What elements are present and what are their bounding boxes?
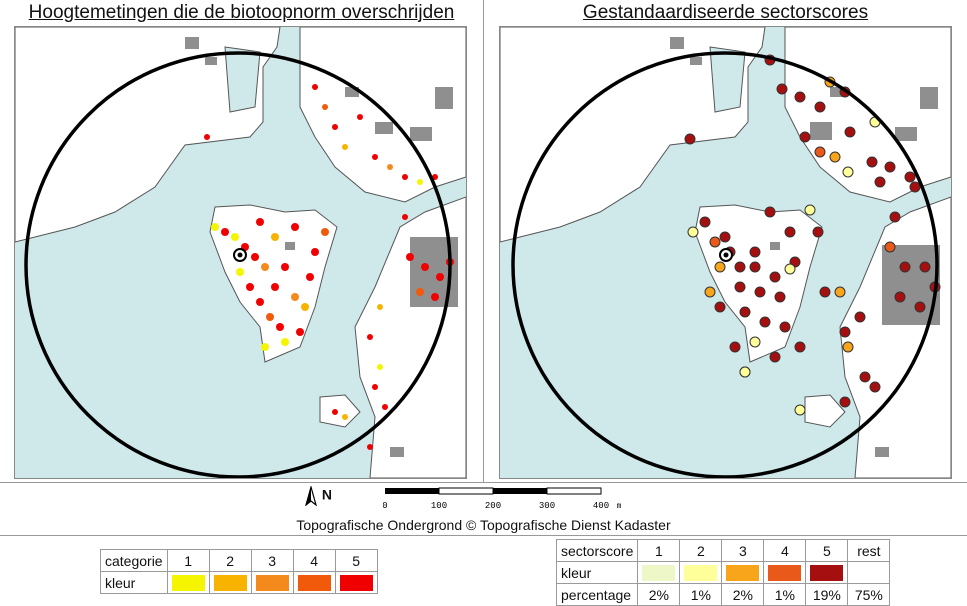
scale-tick-400: 400: [593, 501, 609, 511]
legend-color-label: kleur: [100, 571, 168, 594]
legend-header-row: categorie 1 2 3 4 5: [100, 549, 378, 572]
legend-percentage-5: 19%: [805, 583, 849, 606]
separator: [0, 482, 967, 483]
left-map-title: Hoogtemetingen die de biotoopnorm oversc…: [28, 2, 455, 23]
north-arrow-icon: [304, 484, 318, 507]
scale-unit: m: [617, 502, 622, 511]
legend-score-2: 2: [679, 539, 723, 562]
location-marker: [233, 248, 247, 262]
legend-swatch-5: [810, 564, 844, 581]
legend-header-label: categorie: [100, 549, 168, 572]
legend-score-5: 5: [805, 539, 849, 562]
legend-swatch-2: [684, 564, 718, 581]
legend-color-row: kleur: [100, 571, 378, 594]
scale-tick-0: 0: [383, 501, 388, 511]
measurement-points: [204, 84, 454, 450]
legend-percentage-rest: 75%: [847, 583, 891, 606]
scale-tick-100: 100: [431, 501, 447, 511]
legend-percentage-label: percentage: [555, 583, 639, 606]
scale-bar-graphic: 0 100 200 300 400 m: [382, 487, 622, 511]
legend-swatch-1: [171, 574, 205, 591]
legend-swatch-5: [339, 574, 373, 591]
legend-percentage-3: 2%: [721, 583, 765, 606]
legend-score-rest: rest: [847, 539, 891, 562]
legend-categories: categorie 1 2 3 4 5 kleur: [100, 549, 378, 594]
north-label: N: [321, 486, 333, 503]
legend-sectorscores: sectorscore 1 2 3 4 5 rest kleur percent…: [555, 539, 891, 606]
sector-score-points: [684, 54, 941, 416]
legend-color-label: kleur: [555, 561, 639, 584]
panel-divider: [483, 0, 484, 482]
location-marker: [719, 248, 733, 262]
separator: [0, 535, 967, 536]
legend-swatch-1: [642, 564, 676, 581]
right-map-svg: [500, 27, 951, 478]
legend-score-3: 3: [721, 539, 765, 562]
radius-circle: [511, 51, 939, 478]
legend-header-row: sectorscore 1 2 3 4 5 rest: [555, 539, 891, 562]
scale-tick-200: 200: [485, 501, 501, 511]
legend-category-5: 5: [334, 549, 378, 572]
legend-swatch-3: [255, 574, 289, 591]
legend-score-1: 1: [637, 539, 681, 562]
left-map[interactable]: [14, 26, 467, 479]
credit-text: Topografische Ondergrond © Topografische…: [296, 517, 671, 533]
legend-category-1: 1: [166, 549, 210, 572]
legend-swatch-2: [213, 574, 247, 591]
legend-category-4: 4: [292, 549, 336, 572]
scale-tick-300: 300: [539, 501, 555, 511]
right-map-title: Gestandaardiseerde sectorscores: [582, 2, 869, 23]
legend-percentage-2: 1%: [679, 583, 723, 606]
legend-header-label: sectorscore: [555, 539, 639, 562]
legend-percentage-row: percentage 2% 1% 2% 1% 19% 75%: [555, 583, 891, 606]
legend-swatch-4: [768, 564, 802, 581]
legend-percentage-1: 2%: [637, 583, 681, 606]
north-arrow: N: [304, 484, 333, 507]
left-map-svg: [15, 27, 466, 478]
legend-score-4: 4: [763, 539, 807, 562]
legend-swatch-rest: [852, 564, 886, 581]
right-map[interactable]: [499, 26, 952, 479]
scale-bar: 0 100 200 300 400 m: [382, 486, 623, 516]
legend-swatch-4: [297, 574, 331, 591]
legend-category-3: 3: [250, 549, 294, 572]
legend-color-row: kleur: [555, 561, 891, 584]
legend-percentage-4: 1%: [763, 583, 807, 606]
legend-category-2: 2: [208, 549, 252, 572]
radius-circle: [24, 51, 452, 478]
legend-swatch-3: [726, 564, 760, 581]
